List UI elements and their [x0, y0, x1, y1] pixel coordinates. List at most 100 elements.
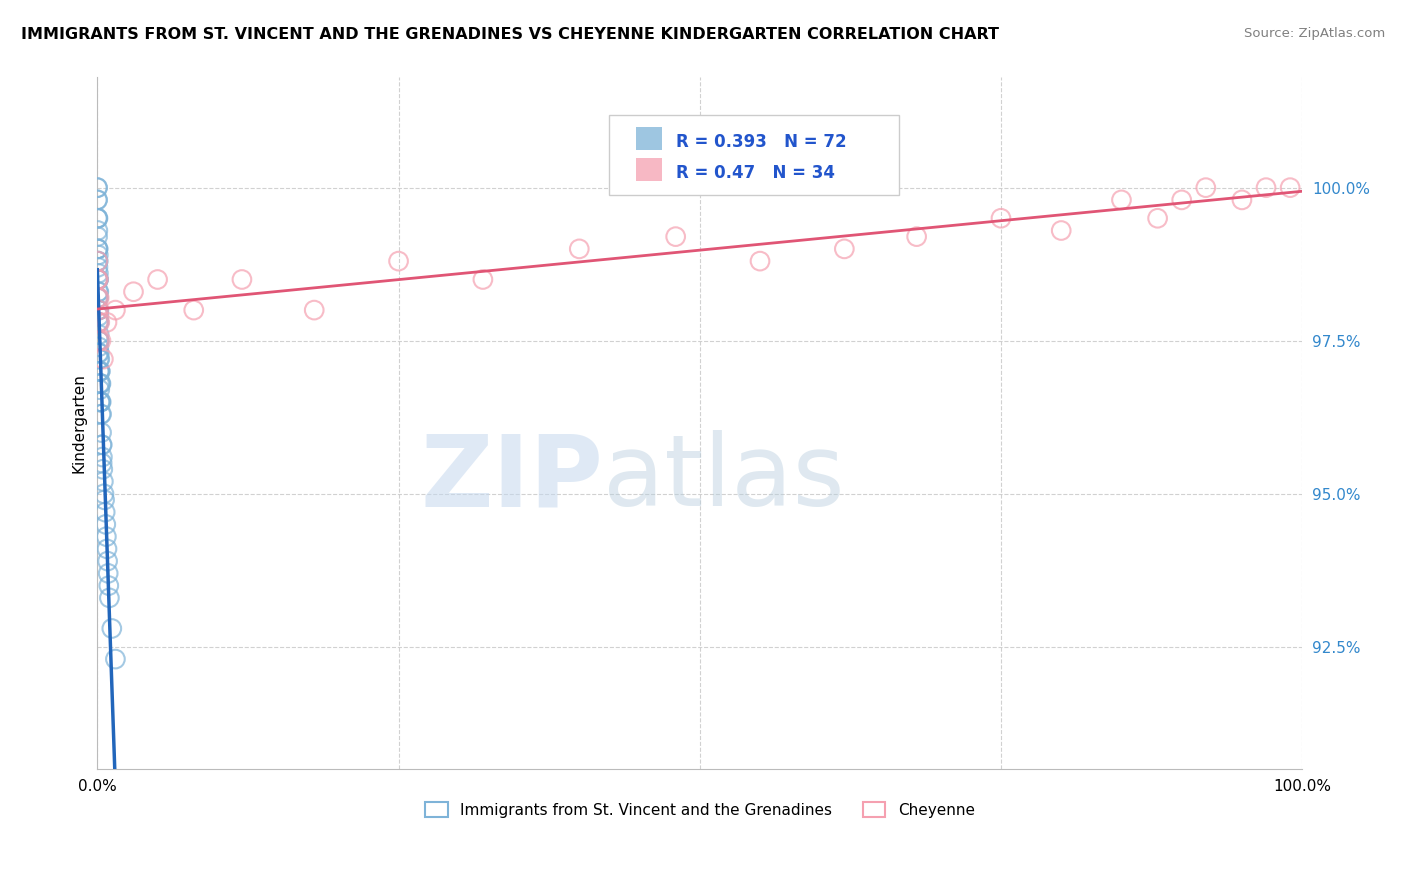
Point — [86, 272, 108, 286]
Point — [86, 229, 108, 244]
Text: R = 0.47   N = 34: R = 0.47 N = 34 — [676, 164, 835, 182]
Point — [87, 272, 110, 286]
Point — [104, 303, 127, 318]
Point — [87, 303, 110, 318]
Point — [93, 492, 115, 507]
Point — [87, 285, 110, 299]
Y-axis label: Kindergarten: Kindergarten — [72, 374, 86, 474]
Point — [91, 462, 114, 476]
Point — [87, 242, 110, 256]
Point — [104, 652, 127, 666]
Text: Source: ZipAtlas.com: Source: ZipAtlas.com — [1244, 27, 1385, 40]
Point — [94, 505, 117, 519]
Point — [122, 285, 145, 299]
Point — [87, 272, 110, 286]
Point — [86, 242, 108, 256]
Point — [471, 272, 494, 286]
Point — [87, 310, 110, 324]
Point — [89, 364, 111, 378]
Point — [665, 229, 688, 244]
Point — [231, 272, 253, 286]
Point — [146, 272, 169, 286]
Point — [86, 211, 108, 226]
Point — [90, 407, 112, 421]
FancyBboxPatch shape — [609, 115, 898, 195]
Point — [87, 211, 110, 226]
Point — [87, 272, 110, 286]
Point — [87, 303, 110, 318]
Point — [87, 254, 110, 268]
Point — [1230, 193, 1253, 207]
Point — [89, 291, 111, 305]
Point — [89, 327, 111, 342]
Point — [89, 395, 111, 409]
Point — [87, 334, 110, 348]
Point — [93, 352, 115, 367]
Point — [1254, 180, 1277, 194]
Point — [91, 456, 114, 470]
Point — [90, 395, 112, 409]
Point — [90, 376, 112, 391]
Point — [87, 315, 110, 329]
Point — [87, 291, 110, 305]
Point — [96, 315, 118, 329]
Point — [1111, 193, 1133, 207]
Text: IMMIGRANTS FROM ST. VINCENT AND THE GRENADINES VS CHEYENNE KINDERGARTEN CORRELAT: IMMIGRANTS FROM ST. VINCENT AND THE GREN… — [21, 27, 1000, 42]
Point — [1170, 193, 1192, 207]
Point — [183, 303, 205, 318]
Point — [749, 254, 772, 268]
Point — [89, 352, 111, 367]
Point — [87, 315, 110, 329]
Point — [87, 346, 110, 360]
Point — [94, 517, 117, 532]
Point — [568, 242, 591, 256]
Point — [86, 193, 108, 207]
Point — [96, 530, 118, 544]
Point — [101, 622, 124, 636]
Point — [90, 334, 112, 348]
Point — [87, 315, 110, 329]
Point — [87, 291, 110, 305]
Point — [91, 438, 114, 452]
Point — [89, 364, 111, 378]
Point — [87, 303, 110, 318]
Point — [1146, 211, 1168, 226]
Text: ZIP: ZIP — [420, 430, 603, 527]
Point — [89, 352, 111, 367]
Text: atlas: atlas — [603, 430, 845, 527]
Point — [87, 285, 110, 299]
Point — [90, 438, 112, 452]
Point — [89, 315, 111, 329]
Point — [90, 376, 112, 391]
Point — [86, 180, 108, 194]
Point — [86, 291, 108, 305]
Point — [1279, 180, 1302, 194]
Point — [89, 395, 111, 409]
Point — [87, 254, 110, 268]
Text: R = 0.393   N = 72: R = 0.393 N = 72 — [676, 133, 846, 151]
Point — [89, 383, 111, 397]
Point — [87, 266, 110, 280]
Point — [89, 364, 111, 378]
Point — [96, 541, 118, 556]
Point — [87, 272, 110, 286]
Bar — [636, 159, 662, 181]
Point — [87, 340, 110, 354]
Point — [1050, 223, 1073, 237]
Point — [93, 487, 115, 501]
Point — [86, 211, 108, 226]
Point — [302, 303, 325, 318]
Point — [87, 260, 110, 275]
Point — [98, 591, 121, 605]
Point — [97, 579, 120, 593]
Point — [86, 180, 108, 194]
Point — [91, 450, 114, 464]
Legend: Immigrants from St. Vincent and the Grenadines, Cheyenne: Immigrants from St. Vincent and the Gren… — [419, 796, 981, 824]
Point — [90, 395, 112, 409]
Point — [834, 242, 856, 256]
Point — [90, 425, 112, 440]
Point — [87, 303, 110, 318]
Point — [905, 229, 928, 244]
Bar — [636, 128, 662, 150]
Point — [87, 248, 110, 262]
